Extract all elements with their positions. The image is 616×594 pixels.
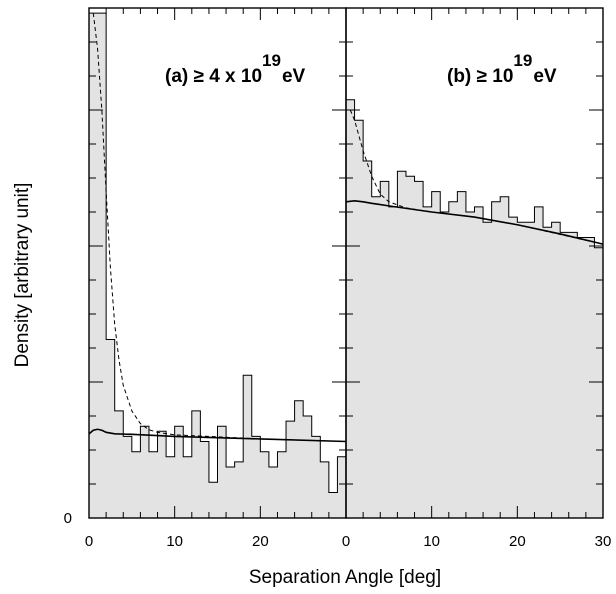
panel-a-x-tick-label: 0 (85, 533, 93, 550)
panel-a-x-tick-label: 20 (252, 533, 269, 550)
panel-a-histogram-outline (89, 12, 346, 493)
panel-a-panel-label-unit: eV (282, 66, 306, 87)
panel-b-histogram-area (346, 99, 603, 519)
panel-b-x-tick-label: 0 (342, 533, 350, 550)
panel-a-dashed-curve (92, 13, 347, 442)
x-axis-label: Separation Angle [deg] (249, 567, 441, 588)
panel-b-histogram-outline (346, 99, 603, 249)
panel-b-panel-label-main: (b) ≥ 10 (447, 66, 513, 87)
histogram-fill-layer (89, 12, 603, 519)
panel-a-panel-label: (a) ≥ 4 x 1019eV (165, 51, 306, 87)
panel-a-panel-label-main: (a) ≥ 4 x 10 (165, 66, 262, 87)
panel-a-solid-curve (88, 428, 347, 443)
panel-a-x-tick-label: 10 (166, 533, 183, 550)
panel-b-x-tick-label: 20 (509, 533, 526, 550)
panel-b-panel-label: (b) ≥ 1019eV (447, 51, 557, 87)
panel-b-panel-label-unit: eV (533, 66, 557, 87)
panel-a-panel-label-exponent: 19 (262, 51, 281, 70)
label-layer: Density [arbitrary unit] Separation Angl… (12, 51, 611, 588)
panel-b-x-tick-label: 30 (595, 533, 612, 550)
panel-b-solid-curve (345, 199, 604, 245)
panel-b-x-tick-label: 10 (423, 533, 440, 550)
axes-layer (88, 7, 604, 519)
panel-b-frame (345, 7, 604, 519)
model-curve-layer (88, 13, 604, 443)
y-axis-label: Density [arbitrary unit] (12, 183, 33, 368)
y-origin-label: 0 (64, 510, 72, 527)
panel-b-panel-label-exponent: 19 (513, 51, 532, 70)
panel-b-dashed-curve (349, 109, 604, 245)
panel-a-histogram-area (89, 13, 346, 518)
